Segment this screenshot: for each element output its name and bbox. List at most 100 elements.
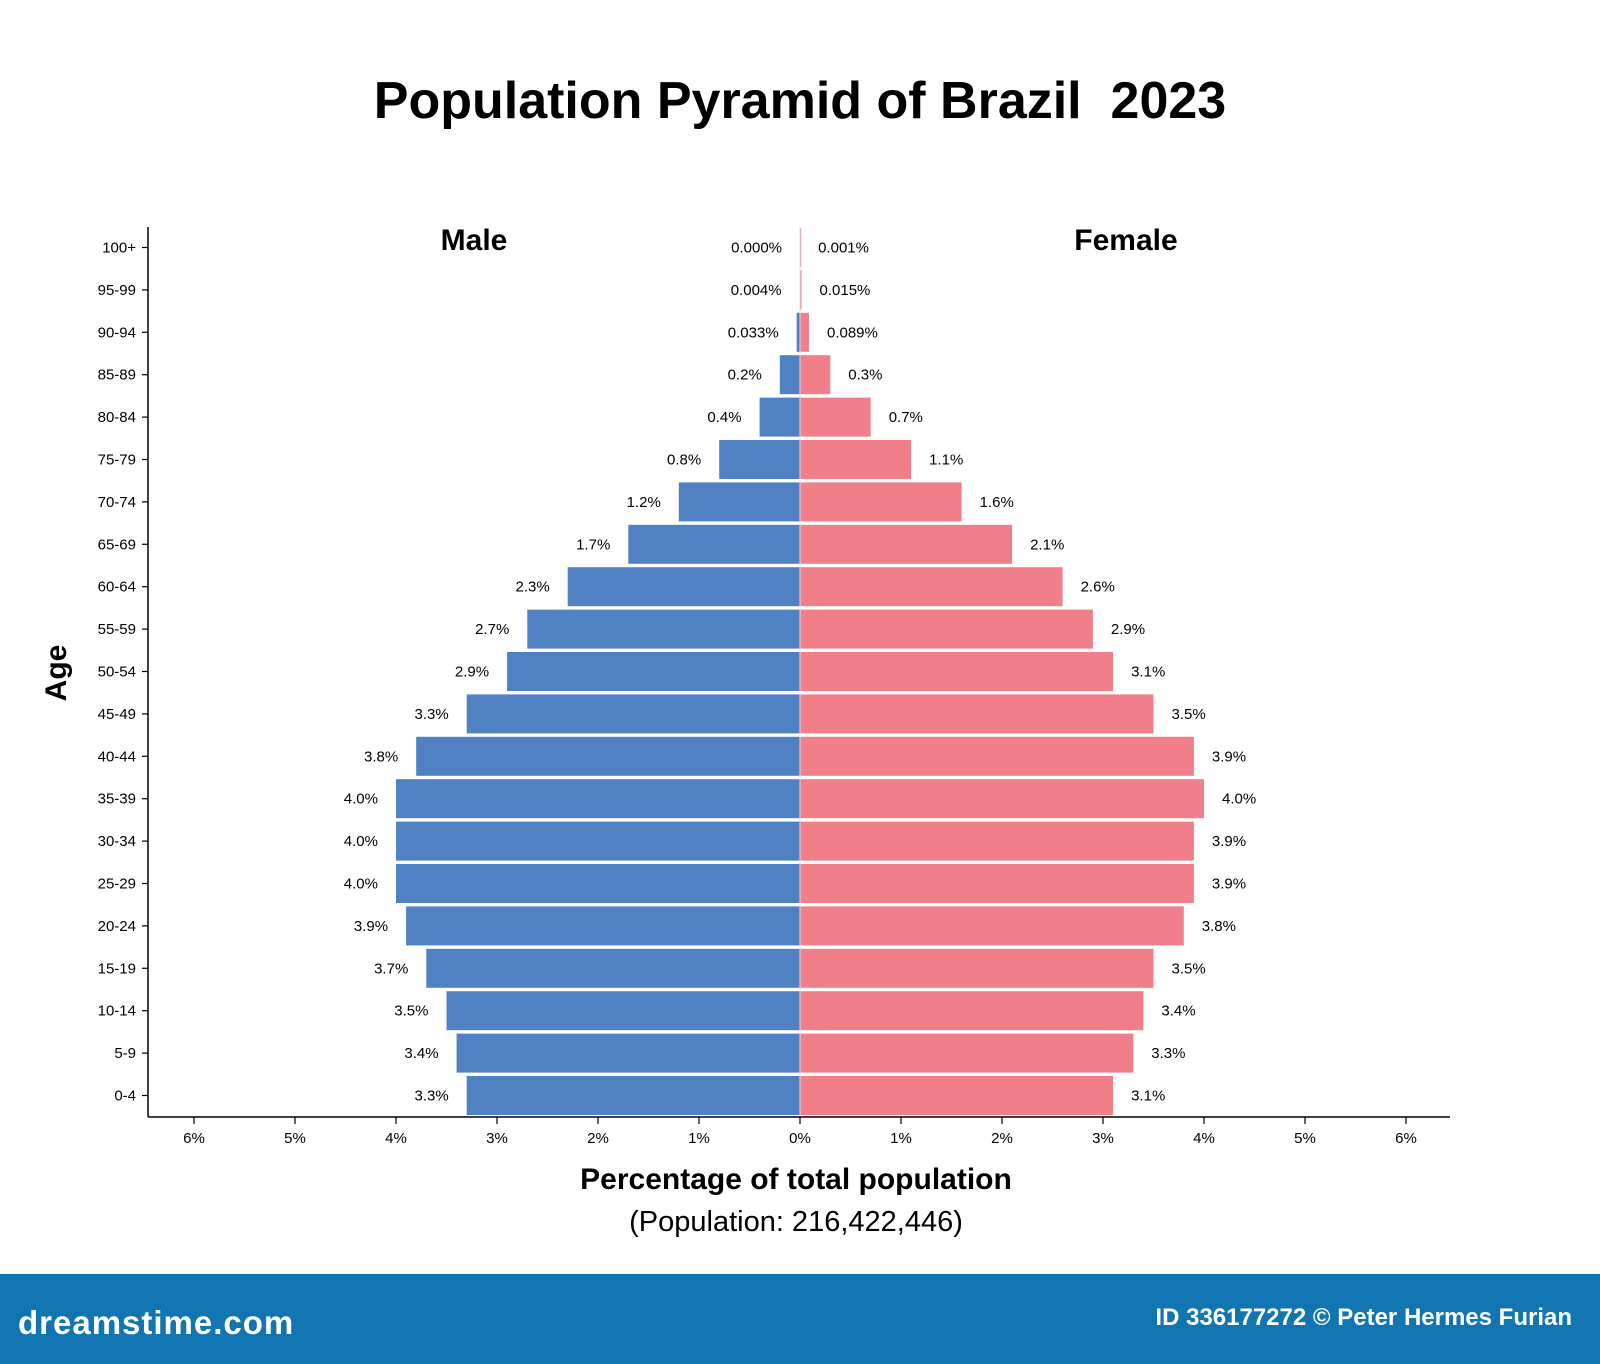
female-value-label: 3.9% [1212,748,1246,765]
female-value-label: 0.089% [827,324,878,341]
male-value-label: 2.9% [455,664,489,681]
female-value-label: 3.8% [1202,918,1236,935]
male-bar [796,312,800,352]
y-tick-label: 35-39 [98,791,136,808]
male-bar [719,440,800,479]
female-bar [800,228,802,267]
male-bar [416,736,800,776]
y-tick-label: 25-29 [98,876,136,893]
male-value-label: 4.0% [344,833,378,850]
female-bar [800,567,1063,607]
y-tick-label: 95-99 [98,282,136,299]
female-bar [800,270,802,310]
female-value-label: 1.6% [980,494,1014,511]
population-subtitle: (Population: 216,422,446) [629,1206,963,1238]
y-tick-label: 10-14 [98,1003,136,1020]
male-value-label: 1.7% [576,536,610,553]
chart-title: Population Pyramid of Brazil 2023 [374,72,1226,130]
female-bar [800,440,912,479]
male-bar [426,948,800,988]
y-tick-label: 75-79 [98,452,136,469]
male-bar [456,1033,800,1073]
female-value-label: 3.3% [1151,1045,1185,1062]
male-bar [759,397,800,437]
y-tick-label: 90-94 [98,324,136,341]
female-bar [800,355,831,395]
female-bar [800,991,1144,1031]
female-value-label: 3.1% [1131,1088,1165,1105]
female-bar [800,906,1184,946]
female-value-label: 0.001% [818,240,869,257]
male-value-label: 0.000% [731,240,782,257]
x-tick-label: 6% [1395,1130,1417,1147]
x-tick-label: 3% [486,1130,508,1147]
female-value-label: 4.0% [1222,791,1256,808]
male-value-label: 0.033% [728,324,779,341]
female-bar [800,609,1093,649]
y-tick-label: 40-44 [98,748,136,765]
male-value-label: 0.4% [707,409,741,426]
y-tick-label: 70-74 [98,494,136,511]
female-bar [800,652,1114,691]
female-value-label: 0.015% [820,282,871,299]
male-value-label: 3.3% [414,1088,448,1105]
female-bar [800,736,1194,776]
female-value-label: 3.1% [1131,664,1165,681]
male-bar [446,991,800,1031]
female-bar [800,397,871,437]
male-bar [396,864,800,903]
female-value-label: 3.9% [1212,876,1246,893]
male-bar [527,609,800,649]
female-bar [800,779,1204,819]
male-bar [567,567,800,607]
male-value-label: 2.7% [475,621,509,638]
male-value-label: 4.0% [344,791,378,808]
female-bar [800,312,809,352]
male-value-label: 2.3% [515,579,549,596]
male-bar [628,524,800,564]
population-pyramid-chart: Population Pyramid of Brazil 2023 Male F… [40,72,1450,1238]
male-bar [396,779,800,819]
female-value-label: 1.1% [929,452,963,469]
male-bar [507,652,800,691]
female-label: Female [1074,224,1177,257]
footer-bar: dreamstime.com ID 336177272 © Peter Herm… [0,1274,1600,1364]
x-tick-label: 3% [1092,1130,1114,1147]
female-bar [800,864,1194,903]
male-value-label: 3.9% [354,918,388,935]
male-bar [466,1076,800,1115]
y-tick-label: 20-24 [98,918,136,935]
x-tick-label: 2% [991,1130,1013,1147]
x-tick-label: 5% [1294,1130,1316,1147]
x-tick-label: 2% [587,1130,609,1147]
y-axis-label: Age [40,645,73,702]
female-value-label: 0.7% [889,409,923,426]
male-bar [406,906,800,946]
male-bar [396,821,800,861]
y-tick-label: 60-64 [98,579,136,596]
male-bar [466,694,800,734]
y-tick-label: 80-84 [98,409,136,426]
female-bar [800,1076,1114,1115]
y-tick-label: 85-89 [98,367,136,384]
image-credit: ID 336177272 © Peter Hermes Furian [1155,1304,1572,1331]
female-value-label: 3.5% [1172,960,1206,977]
female-bar [800,948,1154,988]
plot-area: 100+ 95-99 90-94 85-89 80-84 75-79 70-74 65-69 6… [98,227,1450,1147]
y-tick-label: 15-19 [98,960,136,977]
x-tick-label: 0% [789,1130,811,1147]
y-tick-label: 45-49 [98,706,136,723]
y-tick-label: 0-4 [114,1088,136,1105]
y-tick-label: 5-9 [114,1045,136,1062]
male-value-label: 3.7% [374,960,408,977]
female-bar [800,1033,1134,1073]
y-tick-label: 65-69 [98,536,136,553]
male-value-label: 0.8% [667,452,701,469]
female-value-label: 2.1% [1030,536,1064,553]
x-tick-label: 1% [688,1130,710,1147]
male-bar [678,482,800,522]
x-tick-label: 5% [284,1130,306,1147]
female-value-label: 3.9% [1212,833,1246,850]
male-value-label: 0.004% [731,282,782,299]
female-bar [800,524,1013,564]
